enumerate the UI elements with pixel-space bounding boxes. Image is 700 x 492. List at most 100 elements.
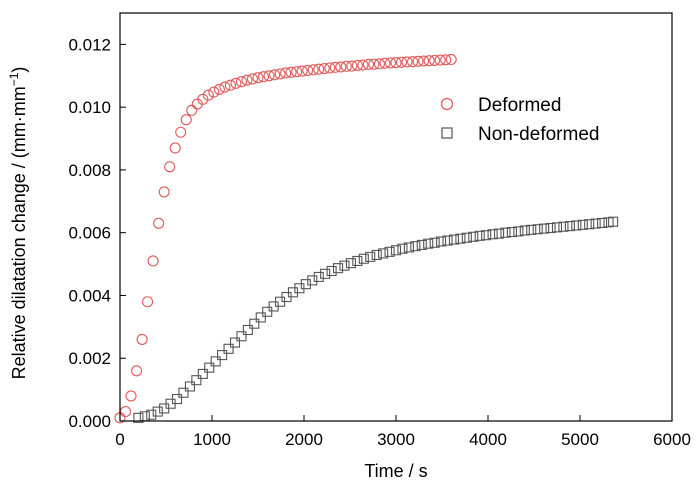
non-deformed-point [545, 222, 556, 234]
deformed-point [368, 58, 380, 70]
y-tick-label: 0.012 [68, 35, 111, 54]
deformed-point [136, 333, 148, 345]
non-deformed-point [539, 223, 550, 234]
deformed-point [180, 114, 192, 126]
non-deformed-point [455, 233, 466, 244]
non-deformed-point [339, 260, 350, 271]
non-deformed-point [468, 231, 479, 242]
deformed-point [241, 74, 253, 86]
non-deformed-point [210, 356, 221, 367]
deformed-point [274, 68, 286, 80]
non-deformed-point [320, 268, 331, 279]
deformed-point [164, 161, 176, 173]
non-deformed-point [242, 324, 253, 336]
deformed-point [280, 67, 292, 79]
non-deformed-point [403, 242, 414, 253]
non-deformed-point [397, 243, 408, 254]
deformed-point [119, 406, 132, 418]
deformed-point [153, 217, 165, 229]
x-tick-label: 2000 [285, 430, 323, 449]
non-deformed-point [307, 275, 318, 286]
non-deformed-point [345, 258, 356, 269]
deformed-point [407, 56, 419, 68]
non-deformed-point [178, 387, 189, 398]
x-tick-label: 1000 [193, 430, 231, 449]
x-axis-ticks: 0 1000 2000 3000 4000 5000 6000 [115, 415, 691, 449]
deformed-point [307, 64, 319, 76]
deformed-point [291, 66, 303, 78]
deformed-point [418, 55, 430, 67]
non-deformed-point [410, 241, 421, 252]
deformed-point [390, 57, 402, 69]
deformed-point [158, 186, 170, 198]
deformed-point [224, 79, 236, 91]
non-deformed-point [519, 225, 530, 236]
legend-label-deformed: Deformed [478, 95, 561, 116]
y-axis-title: Relative dilatation change / (mm·mm−1) [7, 67, 29, 380]
legend-marker-non-deformed [441, 127, 453, 139]
non-deformed-point [236, 331, 247, 342]
non-deformed-point [146, 409, 157, 420]
non-deformed-point [223, 343, 234, 354]
non-deformed-point [506, 227, 517, 238]
deformed-point [379, 57, 391, 69]
y-axis-title-superscript: −1 [7, 72, 21, 86]
legend: Deformed Non-deformed [440, 95, 599, 145]
non-deformed-point [332, 263, 344, 274]
deformed-point [440, 54, 452, 66]
x-tick-label: 6000 [653, 430, 691, 449]
non-deformed-series [133, 216, 619, 423]
non-deformed-point [171, 393, 183, 405]
deformed-point [213, 83, 225, 95]
non-deformed-point [229, 337, 241, 348]
non-deformed-point [423, 238, 434, 249]
y-tick-label: 0.000 [68, 412, 111, 431]
non-deformed-point [448, 234, 460, 245]
deformed-point [384, 57, 397, 69]
deformed-point [252, 72, 264, 84]
non-deformed-point [597, 217, 608, 229]
deformed-point [197, 93, 209, 105]
non-deformed-point [255, 312, 266, 323]
non-deformed-point [500, 227, 511, 238]
deformed-point [208, 86, 220, 98]
deformed-point [445, 53, 457, 65]
non-deformed-point [571, 220, 582, 231]
deformed-point [434, 54, 446, 66]
deformed-point [395, 56, 408, 68]
non-deformed-point [577, 219, 588, 230]
deformed-point [335, 61, 347, 73]
non-deformed-point [358, 253, 369, 264]
y-tick-label: 0.006 [68, 224, 111, 243]
plot-frame [119, 12, 673, 422]
deformed-point [302, 64, 314, 76]
deformed-point [257, 71, 270, 83]
non-deformed-point [352, 255, 363, 266]
non-deformed-point [416, 239, 427, 250]
x-tick-label: 0 [115, 430, 124, 449]
deformed-point [412, 55, 424, 67]
deformed-point [202, 89, 214, 101]
non-deformed-point [184, 381, 195, 392]
y-tick-label: 0.002 [68, 349, 111, 368]
deformed-point [186, 104, 198, 116]
deformed-point [313, 63, 325, 75]
deformed-point [131, 365, 143, 377]
y-tick-label: 0.010 [68, 98, 111, 117]
x-axis-title: Time / s [364, 461, 427, 481]
deformed-point [169, 142, 181, 154]
deformed-point [230, 77, 242, 89]
non-deformed-point [481, 230, 492, 241]
non-deformed-point [300, 279, 311, 290]
non-deformed-point [378, 248, 389, 259]
non-deformed-point [204, 362, 215, 373]
non-deformed-point [217, 350, 228, 361]
non-deformed-point [558, 221, 569, 232]
non-deformed-point [442, 235, 453, 246]
non-deformed-point [584, 219, 595, 230]
deformed-point [423, 55, 435, 67]
non-deformed-point [262, 306, 273, 317]
deformed-point [246, 73, 259, 85]
x-tick-label: 3000 [377, 430, 415, 449]
deformed-point [269, 69, 281, 81]
